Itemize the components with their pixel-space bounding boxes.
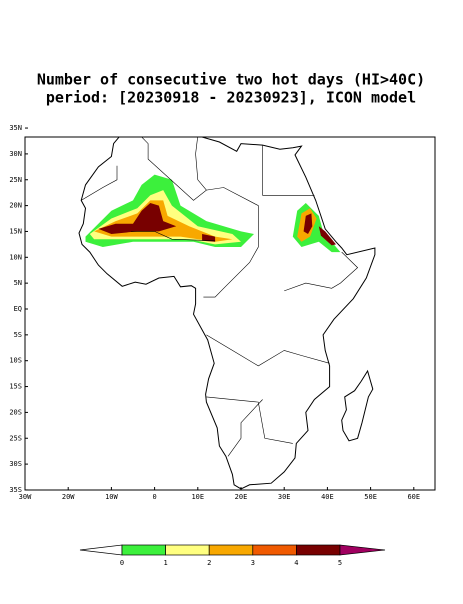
lat-label: 30N xyxy=(9,150,22,158)
border xyxy=(141,137,259,298)
lat-label: 10N xyxy=(9,253,22,261)
border xyxy=(262,145,315,196)
lat-label: 20N xyxy=(9,202,22,210)
border xyxy=(206,334,330,367)
map-frame xyxy=(24,136,436,491)
lon-label: 20E xyxy=(235,493,248,501)
lat-label: 35S xyxy=(9,486,22,494)
lat-label: EQ xyxy=(14,305,22,313)
map-area xyxy=(78,137,376,490)
lat-label: 5S xyxy=(14,331,22,339)
lon-label: 30W xyxy=(19,493,32,501)
lon-label: 0 xyxy=(152,493,156,501)
border xyxy=(284,251,359,292)
lat-label: 25S xyxy=(9,434,22,442)
title-line: Number of consecutive two hot days (HI>4… xyxy=(37,71,425,89)
colorbar-segment xyxy=(165,544,210,556)
hot-day-area xyxy=(303,213,313,234)
border xyxy=(195,137,207,191)
colorbar-label: 0 xyxy=(120,559,124,567)
lon-label: 10E xyxy=(191,493,204,501)
colorbar-extend xyxy=(79,544,123,556)
continent xyxy=(78,137,376,490)
lat-label: 20S xyxy=(9,408,22,416)
colorbar-label: 1 xyxy=(163,559,167,567)
colorbar-label: 4 xyxy=(294,559,298,567)
lat-label: 15N xyxy=(9,227,22,235)
lat-label: 10S xyxy=(9,357,22,365)
border xyxy=(227,399,263,457)
lat-label: 30S xyxy=(9,460,22,468)
lat-label: 15S xyxy=(9,383,22,391)
colorbar-label: 2 xyxy=(207,559,211,567)
lon-label: 10W xyxy=(105,493,118,501)
hot-day-area xyxy=(98,203,177,234)
title-line: period: [20230918 - 20230923], ICON mode… xyxy=(46,89,416,107)
colorbar-extend xyxy=(339,544,386,556)
border xyxy=(81,165,118,201)
colorbar-label: 3 xyxy=(251,559,255,567)
colorbar-label: 5 xyxy=(338,559,342,567)
lon-label: 20W xyxy=(62,493,75,501)
lat-label: 35N xyxy=(9,124,22,132)
lat-label: 25N xyxy=(9,176,22,184)
lon-label: 40E xyxy=(321,493,334,501)
border xyxy=(130,231,216,242)
lon-label: 50E xyxy=(364,493,377,501)
colorbar-segment xyxy=(252,544,297,556)
lon-label: 60E xyxy=(407,493,420,501)
lon-label: 30E xyxy=(278,493,291,501)
hot-day-area xyxy=(318,226,336,246)
island xyxy=(341,369,374,442)
colorbar-segment xyxy=(208,544,254,556)
colorbar-segment xyxy=(296,544,341,556)
lat-label: 5N xyxy=(14,279,22,287)
hot-day-area xyxy=(202,234,216,242)
colorbar-segment xyxy=(121,544,166,556)
colorbar: 0 1 2 3 4 5 xyxy=(79,544,386,567)
border xyxy=(206,396,293,444)
